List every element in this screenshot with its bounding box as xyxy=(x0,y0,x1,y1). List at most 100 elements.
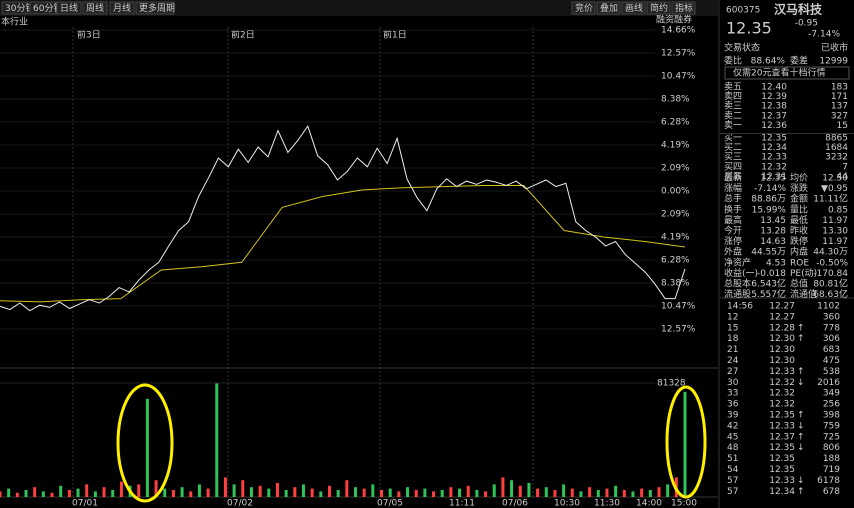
toolbar-button-label: 30分钟 xyxy=(5,2,34,14)
stat-label: PE(动) xyxy=(790,268,817,279)
volume-bar xyxy=(605,488,609,497)
book-label: 卖五 xyxy=(724,82,742,93)
volume-bar xyxy=(362,488,366,497)
trade-direction: ↓ xyxy=(797,378,805,388)
trade-direction: ↑ xyxy=(797,411,805,421)
volume-bar xyxy=(24,489,28,497)
stat-label: 涨停 xyxy=(724,235,742,247)
volume-bar xyxy=(50,492,54,497)
trade-price: 12.35 xyxy=(769,411,795,421)
book-volume: 7 xyxy=(842,162,848,172)
trade-volume: 2016 xyxy=(817,378,840,388)
stat-label: 跌停 xyxy=(790,235,808,247)
trade-volume: 678 xyxy=(823,487,840,497)
book-volume: 137 xyxy=(831,102,848,112)
toolbar-button-label: 画线 xyxy=(625,2,643,14)
stat-value: -170.84 xyxy=(813,269,848,279)
volume-bar xyxy=(458,488,462,497)
trade-price: 12.32 xyxy=(769,378,795,388)
toolbar-button[interactable] xyxy=(671,1,696,15)
volume-bar xyxy=(562,484,566,497)
toolbar-button[interactable] xyxy=(56,1,82,15)
book-label: 卖一 xyxy=(724,120,742,131)
stat-label: 流通值 xyxy=(790,288,817,300)
book-price: 12.40 xyxy=(761,83,787,93)
book-label: 卖二 xyxy=(724,110,742,121)
weicha-label: 委差 xyxy=(790,55,808,67)
volume-bar xyxy=(223,477,227,497)
stat-label: 最低 xyxy=(790,214,808,226)
volume-bar xyxy=(423,488,427,497)
axis-label: 2.09% xyxy=(661,210,690,220)
toolbar xyxy=(0,0,718,16)
stat-label: 外盘 xyxy=(724,246,742,258)
stat-label: 均价 xyxy=(790,172,808,184)
toolbar-button[interactable] xyxy=(135,1,175,15)
book-volume: 171 xyxy=(831,92,848,102)
volume-bar xyxy=(492,484,496,497)
axis-label: 10.47% xyxy=(661,72,696,82)
trade-volume: 1102 xyxy=(817,302,840,312)
book-price: 12.38 xyxy=(761,102,787,112)
x-axis-label: 11:30 xyxy=(594,499,620,508)
stat-label: 换手 xyxy=(724,203,742,215)
toolbar-button-label: 简约 xyxy=(650,2,668,14)
stat-label: 总手 xyxy=(724,193,742,205)
day-label: 前2日 xyxy=(231,29,255,41)
toolbar-button[interactable] xyxy=(571,1,596,15)
book-price: 12.36 xyxy=(761,121,787,131)
book-price: 12.31 xyxy=(761,172,787,182)
trade-price: 12.35 xyxy=(769,454,795,464)
toolbar-button[interactable] xyxy=(646,1,671,15)
stat-label: 最新 xyxy=(724,172,742,184)
x-axis-label: 11:11 xyxy=(449,499,475,508)
trade-price: 12.28 xyxy=(769,323,795,333)
volume-bar xyxy=(171,489,175,497)
trade-time: 51 xyxy=(727,454,738,464)
volume-bar xyxy=(640,488,644,497)
stat-label: 涨幅 xyxy=(724,182,742,194)
volume-bar xyxy=(544,487,548,497)
trade-direction: ↑ xyxy=(797,334,805,344)
weibi-label: 委比 xyxy=(724,55,742,67)
axis-label: 6.28% xyxy=(661,256,690,266)
stat-value: 44.30万 xyxy=(813,248,848,258)
trade-price: 12.32 xyxy=(769,400,795,410)
volume-bar xyxy=(553,489,557,497)
trade-volume: 306 xyxy=(823,334,840,344)
toolbar-button[interactable] xyxy=(109,1,135,15)
stat-label: 收益(一) xyxy=(724,267,758,279)
stat-value: -7.14% xyxy=(754,184,786,194)
volume-bar xyxy=(466,485,470,497)
volume-bar xyxy=(284,489,288,497)
book-label: 买三 xyxy=(724,152,742,163)
trade-time: 57 xyxy=(727,476,738,486)
toolbar-button[interactable] xyxy=(1,1,29,15)
volume-bar xyxy=(275,482,279,497)
stat-value: 11.11亿 xyxy=(813,193,848,205)
volume-bar xyxy=(570,488,574,497)
stat-value: 13.45 xyxy=(760,216,786,226)
trade-volume: 349 xyxy=(823,389,840,399)
volume-bar xyxy=(163,488,167,497)
toolbar-button[interactable] xyxy=(29,1,57,15)
volume-bar xyxy=(657,487,661,497)
trade-time: 39 xyxy=(727,411,739,421)
stat-value: 15.99% xyxy=(752,205,787,215)
stat-value: 14.63 xyxy=(760,237,786,247)
toolbar-button[interactable] xyxy=(596,1,621,15)
trade-volume: 759 xyxy=(823,421,840,431)
book-volume: 183 xyxy=(831,83,848,93)
volume-bar xyxy=(345,480,349,497)
volume-bar xyxy=(206,488,210,497)
toolbar-button[interactable] xyxy=(82,1,108,15)
trade-time: 54 xyxy=(727,465,739,475)
toolbar-button[interactable] xyxy=(621,1,646,15)
book-label: 买一 xyxy=(724,133,742,144)
volume-bar xyxy=(579,491,583,497)
volume-bar xyxy=(327,485,331,497)
book-volume: 1684 xyxy=(825,143,848,153)
trade-price: 12.30 xyxy=(769,334,795,344)
trade-price: 12.33 xyxy=(769,476,795,486)
